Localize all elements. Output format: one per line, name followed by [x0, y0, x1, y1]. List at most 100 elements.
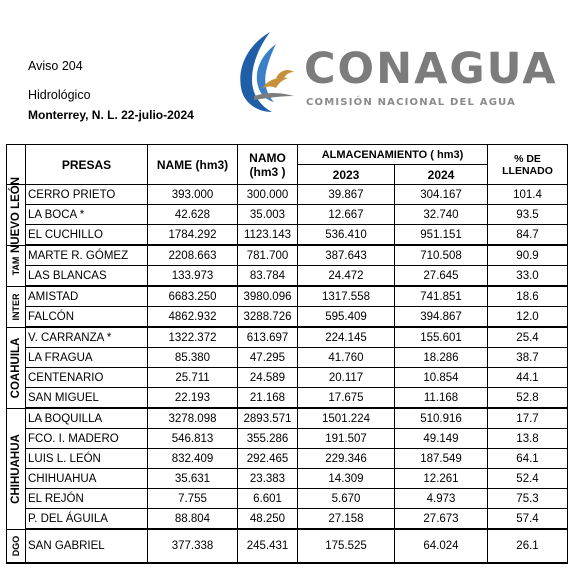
presas-header: PRESAS: [25, 144, 148, 185]
value-cell: 387.643: [297, 244, 395, 266]
value-cell: 11.168: [394, 387, 488, 409]
state-label-cell: COAHUILA: [6, 326, 26, 409]
value-cell: 133.973: [147, 265, 238, 287]
value-cell: 22.193: [147, 387, 238, 409]
value-cell: 12.261: [394, 468, 488, 489]
table-row: LA BOCA * 42.628 35.003 12.667 32.740 93.5: [7, 204, 568, 225]
value-cell: 7.755: [147, 488, 238, 509]
value-cell: 49.149: [394, 428, 488, 449]
state-label: INTER: [11, 293, 21, 320]
value-cell: 17.675: [297, 387, 395, 409]
value-cell: 18.6: [487, 285, 568, 307]
conagua-logo: CONAGUA COMISIÓN NACIONAL DEL AGUA: [232, 30, 556, 114]
value-cell: 101.4: [487, 184, 568, 205]
value-cell: 4.973: [394, 488, 488, 509]
value-cell: 4862.932: [147, 306, 238, 328]
table-row: LAS BLANCAS 133.973 83.784 24.472 27.645 33.0: [7, 265, 568, 287]
value-cell: 57.4: [487, 508, 568, 530]
dam-name-cell: FALCÓN: [25, 306, 148, 328]
value-cell: 23.383: [237, 468, 298, 489]
state-header-cell: [6, 144, 26, 185]
value-cell: 32.740: [394, 204, 488, 225]
value-cell: 229.346: [297, 448, 395, 469]
value-cell: 191.507: [297, 428, 395, 449]
table-row: LUIS L. LEÓN 832.409 292.465 229.346 187.549…: [7, 448, 568, 469]
table-row: SAN MIGUEL 22.193 21.168 17.675 11.168 52.8: [7, 387, 568, 409]
state-label-cell: INTER: [6, 285, 26, 328]
year-2023-header: 2023: [297, 164, 395, 185]
value-cell: 6683.250: [147, 285, 238, 307]
table-row: TAM MARTE R. GÓMEZ 2208.663 781.700 387.643 7…: [6, 244, 568, 287]
table-row: INTER AMISTAD 6683.250 3980.096 1317.558 741.…: [6, 285, 568, 328]
place-date: Monterrey, N. L. 22-julio-2024: [28, 108, 194, 122]
value-cell: 536.410: [297, 224, 395, 246]
value-cell: 93.5: [487, 204, 568, 225]
state-label-cell: TAM: [6, 244, 26, 287]
dam-name-cell: LUIS L. LEÓN: [25, 448, 148, 469]
value-cell: 393.000: [147, 184, 238, 205]
table-row: FCO. I. MADERO 546.813 355.286 191.507 49.14…: [7, 428, 568, 449]
value-cell: 13.8: [487, 428, 568, 449]
table-row: EL CUCHILLO 1784.292 1123.143 536.410 951.15…: [7, 224, 568, 246]
value-cell: 25.4: [487, 326, 568, 348]
table-row: CENTENARIO 25.711 24.589 20.117 10.854 44.1: [7, 367, 568, 388]
almacenamiento-header: ALMACENAMIENTO ( hm3): [297, 144, 488, 165]
dam-name-cell: CERRO PRIETO: [25, 184, 148, 205]
notice-type: Hidrológico: [28, 88, 91, 102]
value-cell: 187.549: [394, 448, 488, 469]
value-cell: 27.645: [394, 265, 488, 287]
dam-name-cell: P. DEL ÁGUILA: [25, 508, 148, 530]
dam-name-cell: CENTENARIO: [25, 367, 148, 388]
dam-name-cell: AMISTAD: [25, 285, 148, 307]
namo-header: NAMO (hm3 ): [237, 144, 298, 185]
value-cell: 5.670: [297, 488, 395, 509]
value-cell: 1317.558: [297, 285, 395, 307]
table-row: NUEVO LEÓN CERRO PRIETO 393.000 300.000 39.8…: [6, 177, 568, 253]
value-cell: 377.338: [147, 528, 238, 564]
dams-table: PRESAS NAME (hm3) NAMO (hm3 ) ALMACENAMI…: [6, 144, 568, 564]
value-cell: 951.151: [394, 224, 488, 246]
value-cell: 10.854: [394, 367, 488, 388]
year-2024-header: 2024: [394, 164, 488, 185]
value-cell: 3980.096: [237, 285, 298, 307]
value-cell: 18.286: [394, 347, 488, 368]
state-label: CHIHUAHUA: [10, 433, 22, 504]
value-cell: 613.697: [237, 326, 298, 348]
value-cell: 21.168: [237, 387, 298, 409]
conagua-emblem-icon: [240, 32, 294, 112]
table-row: LA FRAGUA 85.380 47.295 41.760 18.286 38.7: [7, 347, 568, 368]
value-cell: 35.003: [237, 204, 298, 225]
value-cell: 546.813: [147, 428, 238, 449]
value-cell: 41.760: [297, 347, 395, 368]
value-cell: 24.589: [237, 367, 298, 388]
value-cell: 64.024: [394, 528, 488, 564]
value-cell: 710.508: [394, 244, 488, 266]
table-row: COAHUILA V. CARRANZA * 1322.372 613.697 224.…: [6, 326, 568, 409]
value-cell: 1501.224: [297, 407, 395, 429]
value-cell: 1784.292: [147, 224, 238, 246]
value-cell: 39.867: [297, 184, 395, 205]
value-cell: 35.631: [147, 468, 238, 489]
dam-name-cell: LA BOQUILLA: [25, 407, 148, 429]
value-cell: 781.700: [237, 244, 298, 266]
dam-name-cell: V. CARRANZA *: [25, 326, 148, 348]
value-cell: 38.7: [487, 347, 568, 368]
dam-name-cell: EL CUCHILLO: [25, 224, 148, 246]
table-row: EL REJÓN 7.755 6.601 5.670 4.973 75.3: [7, 488, 568, 509]
table-row: CHIHUAHUA 35.631 23.383 14.309 12.261 52.4: [7, 468, 568, 489]
value-cell: 832.409: [147, 448, 238, 469]
value-cell: 42.628: [147, 204, 238, 225]
state-label-cell: NUEVO LEÓN: [6, 177, 26, 253]
value-cell: 595.409: [297, 306, 395, 328]
state-label: TAM: [11, 256, 21, 275]
value-cell: 52.4: [487, 468, 568, 489]
dam-name-cell: LA FRAGUA: [25, 347, 148, 368]
value-cell: 12.667: [297, 204, 395, 225]
value-cell: 304.167: [394, 184, 488, 205]
value-cell: 6.601: [237, 488, 298, 509]
table-row: P. DEL ÁGUILA 88.804 48.250 27.158 27.673 57.…: [7, 508, 568, 530]
value-cell: 75.3: [487, 488, 568, 509]
value-cell: 83.784: [237, 265, 298, 287]
state-label-cell: CHIHUAHUA: [6, 407, 26, 530]
table-row: CHIHUAHUA LA BOQUILLA 3278.098 2893.571 1501…: [6, 407, 568, 530]
